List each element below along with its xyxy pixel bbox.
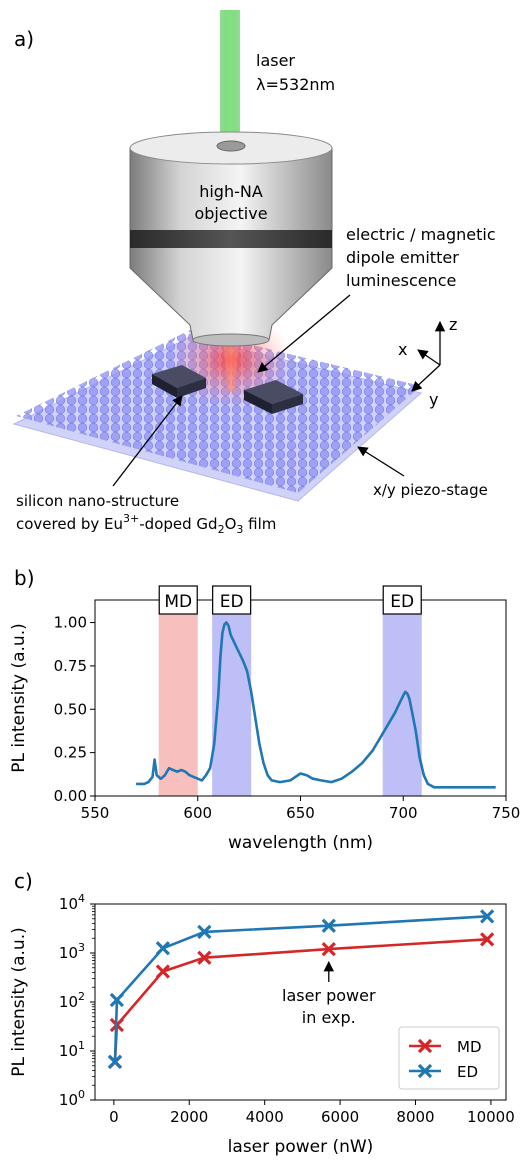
legend-marker-ed	[417, 1063, 433, 1079]
b-xtick-label-2: 650	[286, 804, 315, 822]
b-bands	[158, 600, 422, 796]
c-plot-frame	[94, 903, 507, 1101]
laser-beam	[220, 10, 240, 140]
emitter-label-3: luminescence	[346, 271, 456, 290]
legend-marker-md	[417, 1038, 433, 1054]
c-xtick-label-2: 4000	[246, 1108, 284, 1126]
c-y-axis-label: PL intensity (a.u.)	[9, 927, 29, 1077]
b-band-labels: MD ED ED	[158, 585, 422, 615]
annotation-line-1: laser power	[282, 986, 376, 1005]
b-ytick-label-3: 0.75	[54, 657, 87, 675]
marker-md-2	[155, 964, 171, 979]
panel-b-label: b)	[14, 566, 35, 590]
band-label-0: MD	[164, 592, 192, 612]
band-md-0	[158, 600, 198, 796]
b-axes: 550 600 650 700 750 0.00 0.25 0.50 0.75 1.00	[54, 614, 521, 822]
c-x-axis-label: laser power (nW)	[228, 1137, 374, 1157]
marker-ed-2	[155, 941, 171, 956]
c-ytick-label-2: 102	[59, 990, 85, 1011]
panel-a: a) laser λ=532	[12, 10, 496, 536]
axis-y-label: y	[429, 390, 438, 409]
c-legend: MD ED	[398, 1026, 500, 1090]
band-label-box-2	[382, 585, 422, 615]
emitter-arrow	[257, 294, 351, 373]
emitter-label-1: electric / magnetic	[346, 225, 496, 244]
c-xtick-label-1: 2000	[170, 1108, 208, 1126]
band-label-box-0	[158, 585, 198, 615]
marker-md-5	[480, 932, 495, 947]
marker-md-3	[197, 950, 212, 965]
doped-film	[16, 330, 421, 493]
c-axes: 0 2000 4000 6000 8000 10000 100 101 102 103 104	[59, 892, 515, 1126]
b-plot-frame	[94, 599, 507, 797]
panel-b: b) 550 600 650 700 750 0.00 0.25 0.50 0.75 1.00 M…	[9, 566, 520, 853]
marker-md-4	[321, 941, 336, 957]
spectrum-line	[136, 621, 496, 789]
structure-arrow	[112, 395, 183, 487]
annotation-line-2: in exp.	[302, 1008, 356, 1027]
b-x-axis-label: wavelength (nm)	[228, 833, 373, 853]
series-line-ed	[113, 915, 488, 1062]
stage-label: x/y piezo-stage	[373, 481, 488, 499]
structure-label-2: covered by Eu3+-doped Gd2O3 film	[16, 512, 276, 536]
b-ytick-label-2: 0.50	[54, 700, 87, 718]
marker-ed-1	[109, 992, 125, 1008]
panel-c-label: c)	[14, 869, 33, 893]
b-ytick-label-4: 1.00	[54, 614, 87, 632]
c-ytick-label-1: 101	[59, 1039, 85, 1060]
marker-ed-5	[480, 909, 495, 924]
legend-label-md: MD	[457, 1038, 482, 1056]
band-label-1: ED	[220, 592, 244, 612]
legend-label-ed: ED	[457, 1063, 478, 1081]
legend-box	[398, 1026, 500, 1090]
marker-ed-0	[107, 1054, 123, 1070]
axis-z-label: z	[449, 315, 457, 334]
objective-label-1: high-NA	[199, 182, 263, 201]
c-ytick-label-0: 100	[59, 1088, 85, 1109]
objective-label-2: objective	[194, 204, 267, 223]
silicon-block-right	[244, 380, 303, 414]
marker-ed-4	[321, 918, 336, 933]
axis-x-label: x	[398, 340, 407, 359]
b-xtick-label-4: 750	[492, 804, 521, 822]
c-ytick-label-4: 104	[59, 892, 85, 913]
b-y-axis-label: PL intensity (a.u.)	[9, 623, 29, 773]
b-ytick-label-0: 0.00	[54, 787, 87, 805]
c-ytick-label-3: 103	[59, 941, 85, 962]
laser-power-annotation: laser power in exp.	[282, 960, 376, 1027]
panel-c: c) 0 2000 4000 6000 8000 10000 100 101 102 103 104…	[9, 869, 515, 1157]
laser-label: laser	[256, 51, 295, 70]
b-ytick-label-1: 0.25	[54, 744, 87, 762]
band-label-2: ED	[390, 592, 414, 612]
objective	[129, 131, 333, 347]
b-xtick-label-1: 600	[183, 804, 212, 822]
laser-wavelength: λ=532nm	[256, 75, 335, 94]
silicon-block-left	[152, 365, 206, 398]
stage-arrow	[357, 446, 405, 477]
focused-beam	[223, 337, 239, 392]
coordinate-axes: z x y	[398, 315, 457, 409]
panel-a-label: a)	[14, 27, 34, 51]
c-series	[107, 909, 495, 1070]
c-xtick-label-5: 10000	[467, 1108, 515, 1126]
c-xtick-label-3: 6000	[321, 1108, 359, 1126]
c-xtick-label-4: 8000	[396, 1108, 434, 1126]
c-xtick-label-0: 0	[109, 1108, 119, 1126]
structure-label-1: silicon nano-structure	[16, 492, 179, 510]
marker-ed-3	[197, 924, 212, 939]
emitter-label-2: dipole emitter	[346, 248, 459, 267]
b-xtick-label-0: 550	[81, 804, 110, 822]
band-label-box-1	[212, 585, 252, 615]
b-xtick-label-3: 700	[389, 804, 418, 822]
